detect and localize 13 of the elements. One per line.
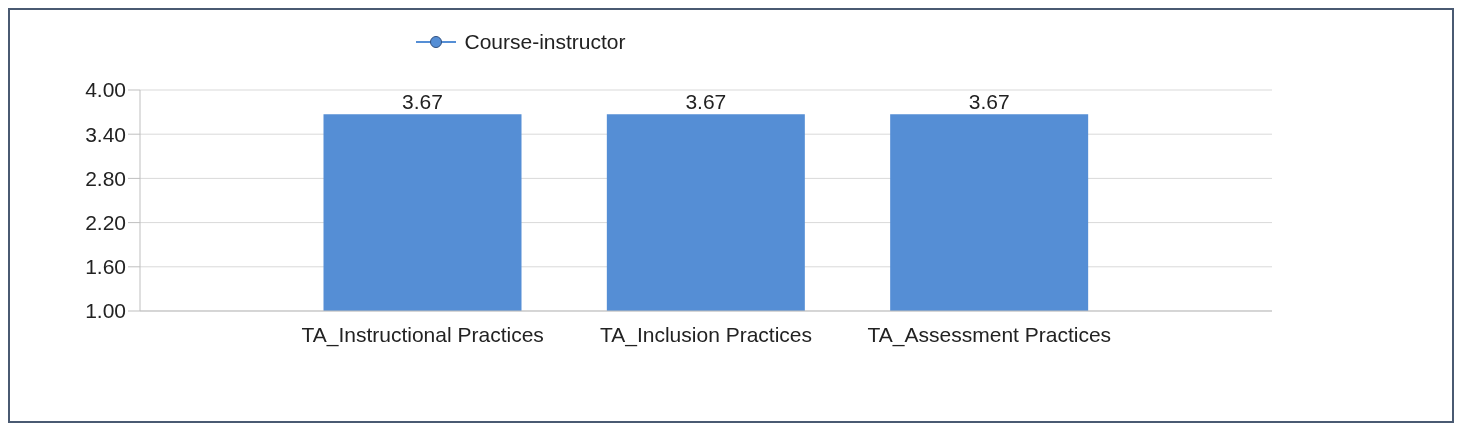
y-tick-label: 1.60 — [85, 255, 126, 279]
legend-label: Course-instructor — [464, 30, 626, 54]
y-tick-label: 1.00 — [85, 299, 126, 323]
y-tick-label: 4.00 — [85, 78, 126, 102]
x-tick-label: TA_Assessment Practices — [867, 322, 1112, 347]
data-label: 3.67 — [685, 90, 727, 114]
y-tick-label: 2.20 — [85, 211, 126, 235]
data-label: 3.67 — [402, 90, 443, 114]
y-tick-label: 3.40 — [85, 122, 126, 146]
y-tick-label: 2.80 — [85, 166, 126, 190]
x-tick-label: TA_Inclusion Practices — [599, 322, 813, 347]
data-label: 3.67 — [968, 90, 1010, 114]
x-tick-label: TA_Instructional Practices — [301, 322, 544, 347]
